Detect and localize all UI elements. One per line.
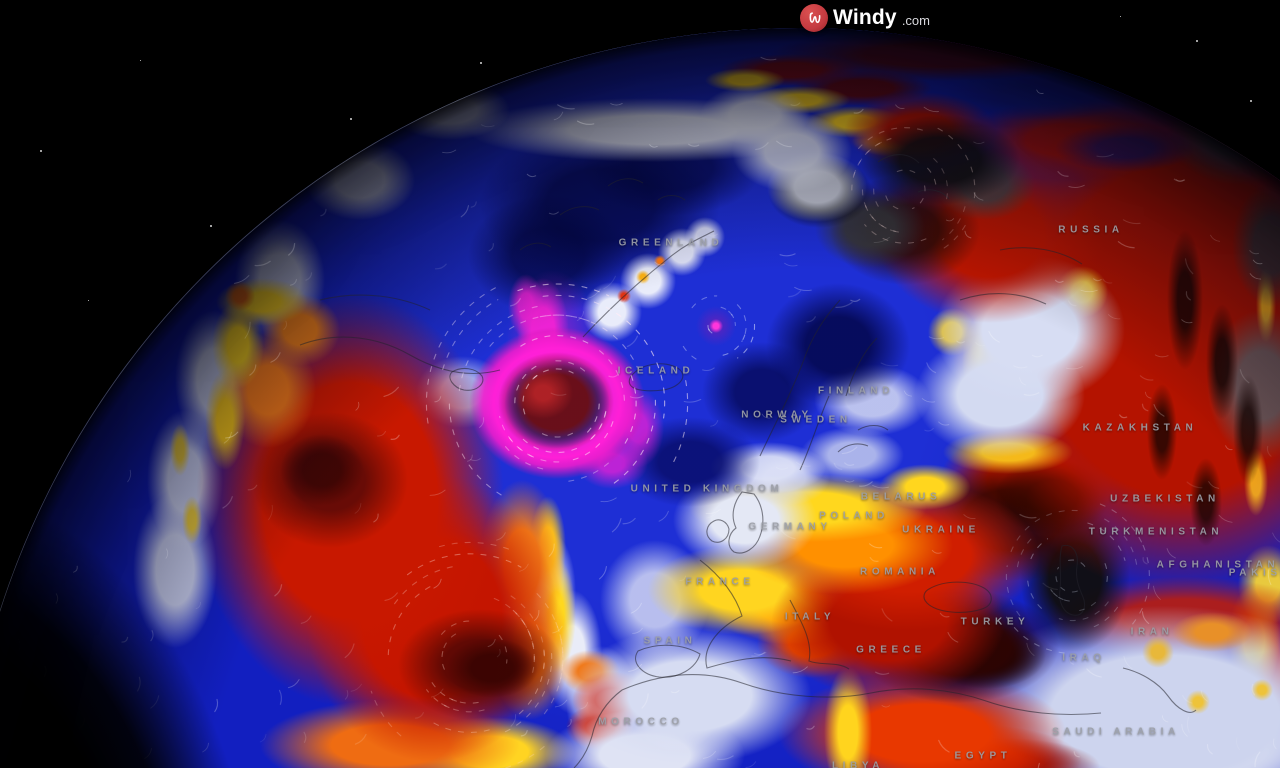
star (350, 118, 352, 120)
windy-logo-tld: .com (901, 13, 930, 28)
windy-logo[interactable]: Windy .com (800, 4, 930, 32)
star (1196, 40, 1198, 42)
star (1250, 100, 1252, 102)
star (40, 150, 42, 152)
star (480, 62, 482, 64)
star (140, 60, 141, 61)
windy-swirl-icon (800, 4, 828, 32)
star (210, 225, 212, 227)
windy-logo-text: Windy (833, 6, 897, 29)
star (1120, 16, 1121, 17)
star (88, 300, 89, 301)
